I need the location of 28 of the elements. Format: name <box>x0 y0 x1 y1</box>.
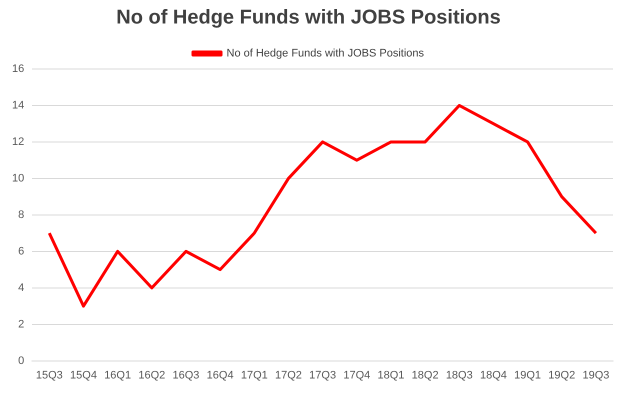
x-tick-label: 19Q2 <box>548 369 576 382</box>
x-tick-label: 18Q3 <box>446 369 473 382</box>
y-tick-label: 6 <box>18 245 24 258</box>
y-tick-label: 16 <box>12 63 24 76</box>
x-tick-label: 16Q1 <box>104 369 132 382</box>
x-tick-label: 16Q2 <box>138 369 166 382</box>
y-tick-label: 4 <box>18 282 24 294</box>
x-tick-label: 17Q4 <box>343 369 370 382</box>
x-tick-label: 15Q4 <box>70 369 97 382</box>
x-tick-label: 17Q2 <box>274 369 302 382</box>
y-tick-label: 10 <box>12 172 24 184</box>
x-tick-label: 19Q3 <box>582 369 610 382</box>
x-tick-label: 16Q3 <box>172 369 200 382</box>
y-tick-label: 0 <box>18 354 24 367</box>
chart-title: No of Hedge Funds with JOBS Positions <box>116 6 501 29</box>
x-tick-label: 17Q3 <box>309 369 336 382</box>
y-tick-label: 14 <box>12 100 24 112</box>
x-tick-label: 19Q1 <box>514 369 542 382</box>
y-tick-label: 12 <box>12 136 24 148</box>
x-tick-label: 16Q4 <box>206 369 234 382</box>
y-tick-label: 8 <box>18 208 24 221</box>
x-tick-label: 18Q2 <box>412 369 439 382</box>
x-tick-label: 17Q1 <box>240 369 268 382</box>
x-tick-label: 15Q3 <box>36 369 63 382</box>
x-tick-label: 18Q1 <box>377 369 404 382</box>
y-tick-label: 2 <box>18 318 24 330</box>
x-tick-label: 18Q4 <box>480 369 507 382</box>
legend-label: No of Hedge Funds with JOBS Positions <box>226 48 424 60</box>
